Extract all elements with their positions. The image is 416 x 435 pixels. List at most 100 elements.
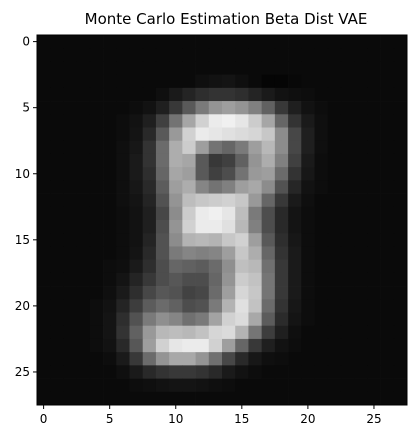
heatmap-cell <box>195 391 210 406</box>
heatmap-cell <box>301 391 315 406</box>
heatmap-cell <box>169 391 183 406</box>
heatmap-cell <box>142 61 157 75</box>
heatmap-cell <box>222 206 236 221</box>
heatmap-cell <box>393 299 408 313</box>
heatmap-cell <box>103 35 117 49</box>
heatmap-cell <box>288 233 302 247</box>
heatmap-cell <box>116 259 130 274</box>
heatmap-cell <box>182 272 196 287</box>
heatmap-cell <box>354 259 368 274</box>
heatmap-cell <box>155 101 170 115</box>
heatmap-cell <box>222 233 236 247</box>
heatmap-cell <box>235 352 249 366</box>
heatmap-cell <box>169 35 183 49</box>
heatmap-cell <box>340 153 355 168</box>
heatmap-cell <box>314 391 329 406</box>
heatmap-cell <box>354 272 368 287</box>
heatmap-cell <box>314 127 329 142</box>
heatmap-cell <box>222 259 236 274</box>
heatmap-cell <box>195 233 210 247</box>
heatmap-cell <box>274 246 289 260</box>
heatmap-cell <box>76 153 91 168</box>
heatmap-cell <box>393 114 408 128</box>
heatmap-cell <box>380 48 395 62</box>
heatmap-cell <box>37 127 51 142</box>
heatmap-cell <box>261 391 276 406</box>
heatmap-cell <box>248 35 262 49</box>
heatmap-cell <box>261 233 276 247</box>
heatmap-cell <box>103 193 117 208</box>
heatmap-cell <box>301 325 315 340</box>
heatmap-cell <box>340 140 355 155</box>
heatmap-cell <box>169 140 183 155</box>
heatmap-cell <box>274 325 289 340</box>
heatmap-cell <box>169 246 183 260</box>
heatmap-cell <box>195 206 210 221</box>
heatmap-cell <box>195 140 210 155</box>
heatmap-cell <box>103 365 117 379</box>
heatmap-cell <box>208 101 223 115</box>
heatmap-cell <box>340 61 355 75</box>
heatmap-cell <box>195 74 210 89</box>
heatmap-cell <box>37 87 51 102</box>
heatmap-cell <box>37 391 51 406</box>
heatmap-cell <box>367 193 381 208</box>
heatmap-cell <box>89 220 104 234</box>
heatmap-cell <box>208 220 223 234</box>
heatmap-cell <box>274 180 289 194</box>
heatmap-cell <box>354 286 368 300</box>
heatmap-cell <box>301 167 315 181</box>
heatmap-cell <box>89 140 104 155</box>
heatmap-cell <box>248 87 262 102</box>
heatmap-cell <box>301 220 315 234</box>
heatmap-cell <box>301 35 315 49</box>
heatmap-cell <box>222 87 236 102</box>
heatmap-cell <box>248 101 262 115</box>
heatmap-cell <box>195 352 210 366</box>
heatmap-cell <box>222 127 236 142</box>
heatmap-cell <box>314 272 329 287</box>
heatmap-cell <box>155 233 170 247</box>
heatmap-cell <box>155 206 170 221</box>
heatmap-cell <box>301 48 315 62</box>
heatmap-cell <box>354 365 368 379</box>
heatmap-cell <box>155 365 170 379</box>
heatmap-cell <box>367 206 381 221</box>
heatmap-cell <box>274 259 289 274</box>
heatmap-cell <box>182 35 196 49</box>
heatmap-cell <box>89 338 104 353</box>
heatmap-cell <box>129 48 144 62</box>
heatmap-cell <box>142 365 157 379</box>
heatmap-cell <box>169 180 183 194</box>
heatmap-cell <box>261 140 276 155</box>
heatmap-cell <box>129 193 144 208</box>
heatmap-cell <box>155 74 170 89</box>
heatmap-cell <box>367 48 381 62</box>
heatmap-cell <box>142 167 157 181</box>
heatmap-cell <box>63 48 77 62</box>
heatmap-cell <box>116 312 130 327</box>
heatmap-cell <box>301 101 315 115</box>
heatmap-cell <box>380 259 395 274</box>
heatmap-cell <box>63 299 77 313</box>
heatmap-cell <box>89 74 104 89</box>
x-tick-label: 20 <box>300 412 315 426</box>
heatmap-cell <box>340 259 355 274</box>
heatmap-cell <box>50 114 64 128</box>
heatmap-cell <box>169 127 183 142</box>
heatmap-cell <box>76 101 91 115</box>
heatmap-cell <box>367 140 381 155</box>
heatmap-cell <box>274 74 289 89</box>
heatmap-cell <box>129 352 144 366</box>
heatmap-cell <box>155 127 170 142</box>
heatmap-cell <box>380 286 395 300</box>
heatmap-cell <box>393 220 408 234</box>
heatmap-cell <box>367 365 381 379</box>
heatmap-cell <box>314 286 329 300</box>
heatmap-cell <box>195 338 210 353</box>
heatmap-cell <box>129 286 144 300</box>
heatmap-cell <box>301 246 315 260</box>
heatmap-cell <box>89 312 104 327</box>
heatmap-cell <box>314 48 329 62</box>
heatmap-cell <box>380 74 395 89</box>
